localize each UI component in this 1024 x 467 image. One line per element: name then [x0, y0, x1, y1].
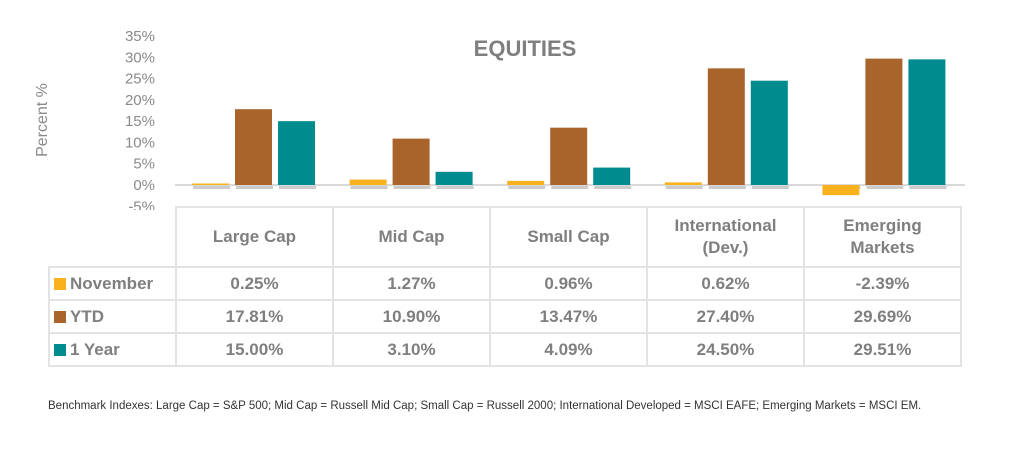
chart-title: EQUITIES: [474, 36, 577, 61]
bar-november-mid-cap: [349, 179, 387, 185]
bar-shadow: [909, 186, 947, 189]
bar-shadow: [751, 186, 789, 189]
table-row: YTD 17.81% 10.90% 13.47% 27.40% 29.69%: [48, 299, 962, 334]
y-tick-label: 35%: [125, 28, 155, 45]
bar-november-international-dev-: [664, 182, 702, 185]
data-label: 27.40%: [646, 299, 805, 334]
bar-november-large-cap: [192, 183, 229, 185]
category-label: Emerging: [843, 216, 922, 235]
table-corner: [49, 207, 177, 268]
y-axis-label: Percent %: [34, 83, 51, 157]
bar-1-year-mid-cap: [435, 171, 473, 185]
footnote: Benchmark Indexes: Large Cap = S&P 500; …: [48, 400, 922, 412]
bar-shadow: [866, 186, 904, 189]
category-header: Emerging Markets: [803, 206, 962, 268]
bar-shadow: [393, 186, 431, 189]
y-tick-label: 15%: [125, 113, 155, 130]
y-tick-label: 10%: [125, 134, 155, 151]
category-header: International (Dev.): [646, 206, 805, 268]
category-header: Small Cap: [489, 206, 648, 268]
data-label: 0.96%: [489, 266, 648, 301]
category-label: Large Cap: [212, 227, 297, 246]
legend-entry: YTD: [48, 299, 177, 334]
bar-shadow: [279, 186, 316, 189]
bar-shadow: [551, 186, 589, 189]
category-label: Small Cap: [527, 227, 610, 246]
data-label: 24.50%: [646, 332, 805, 367]
data-label: 15.00%: [175, 332, 334, 367]
y-tick-label: 25%: [125, 71, 155, 88]
bar-shadow: [708, 186, 746, 189]
table-row: 1 Year 15.00% 3.10% 4.09% 24.50% 29.51%: [48, 332, 962, 367]
y-tick-label: -5%: [128, 198, 155, 210]
data-label: 29.69%: [803, 299, 962, 334]
category-label: Markets: [850, 238, 915, 257]
bar-shadow: [350, 186, 388, 189]
series-name: November: [70, 273, 154, 293]
bar-shadow: [436, 186, 474, 189]
data-label: 10.90%: [332, 299, 491, 334]
bar-shadow: [193, 186, 230, 189]
category-header: Large Cap: [175, 206, 334, 268]
series-name: YTD: [70, 306, 104, 326]
legend-swatch: [54, 310, 66, 323]
legend-swatch: [54, 277, 66, 290]
y-tick-label: 0%: [133, 177, 155, 194]
bar-1-year-small-cap: [593, 167, 631, 185]
bar-1-year-emerging-markets: [908, 59, 946, 185]
data-label: -2.39%: [803, 266, 962, 301]
bar-november-small-cap: [507, 180, 545, 185]
bar-1-year-international-dev-: [750, 80, 788, 185]
data-label: 0.25%: [175, 266, 334, 301]
data-label: 17.81%: [175, 299, 334, 334]
bar-ytd-international-dev-: [707, 68, 745, 185]
category-label: (Dev.): [702, 238, 749, 257]
category-label: Mid Cap: [378, 227, 445, 246]
bar-shadow: [665, 186, 703, 189]
bar-ytd-emerging-markets: [865, 58, 903, 186]
bar-1-year-large-cap: [278, 121, 315, 185]
category-header: Mid Cap: [332, 206, 491, 268]
series-name: 1 Year: [70, 339, 120, 359]
table-row: November 0.25% 1.27% 0.96% 0.62% -2.39%: [48, 266, 962, 301]
bar-shadow: [508, 186, 546, 189]
y-tick-label: 30%: [125, 49, 155, 66]
bar-ytd-mid-cap: [392, 138, 430, 185]
category-label: International: [674, 216, 777, 235]
data-label: 4.09%: [489, 332, 648, 367]
y-tick-label: 5%: [133, 156, 155, 173]
data-table: Large Cap Mid Cap Small Cap International (D…: [48, 206, 962, 367]
data-label: 0.62%: [646, 266, 805, 301]
y-tick-label: 20%: [125, 92, 155, 109]
equities-chart: EQUITIES Percent % 35% 30% 25% 20% 15% 10% 5% 0…: [34, 28, 965, 210]
bar-ytd-large-cap: [235, 109, 272, 185]
bar-shadow: [236, 186, 273, 189]
data-label: 3.10%: [332, 332, 491, 367]
bar-november-emerging-markets: [822, 185, 860, 196]
legend-swatch: [54, 343, 66, 356]
bar-ytd-small-cap: [550, 127, 588, 185]
legend-entry: November: [48, 266, 177, 301]
legend-entry: 1 Year: [48, 332, 177, 367]
bar-shadow: [594, 186, 632, 189]
data-label: 13.47%: [489, 299, 648, 334]
data-label: 29.51%: [803, 332, 962, 367]
data-label: 1.27%: [332, 266, 491, 301]
